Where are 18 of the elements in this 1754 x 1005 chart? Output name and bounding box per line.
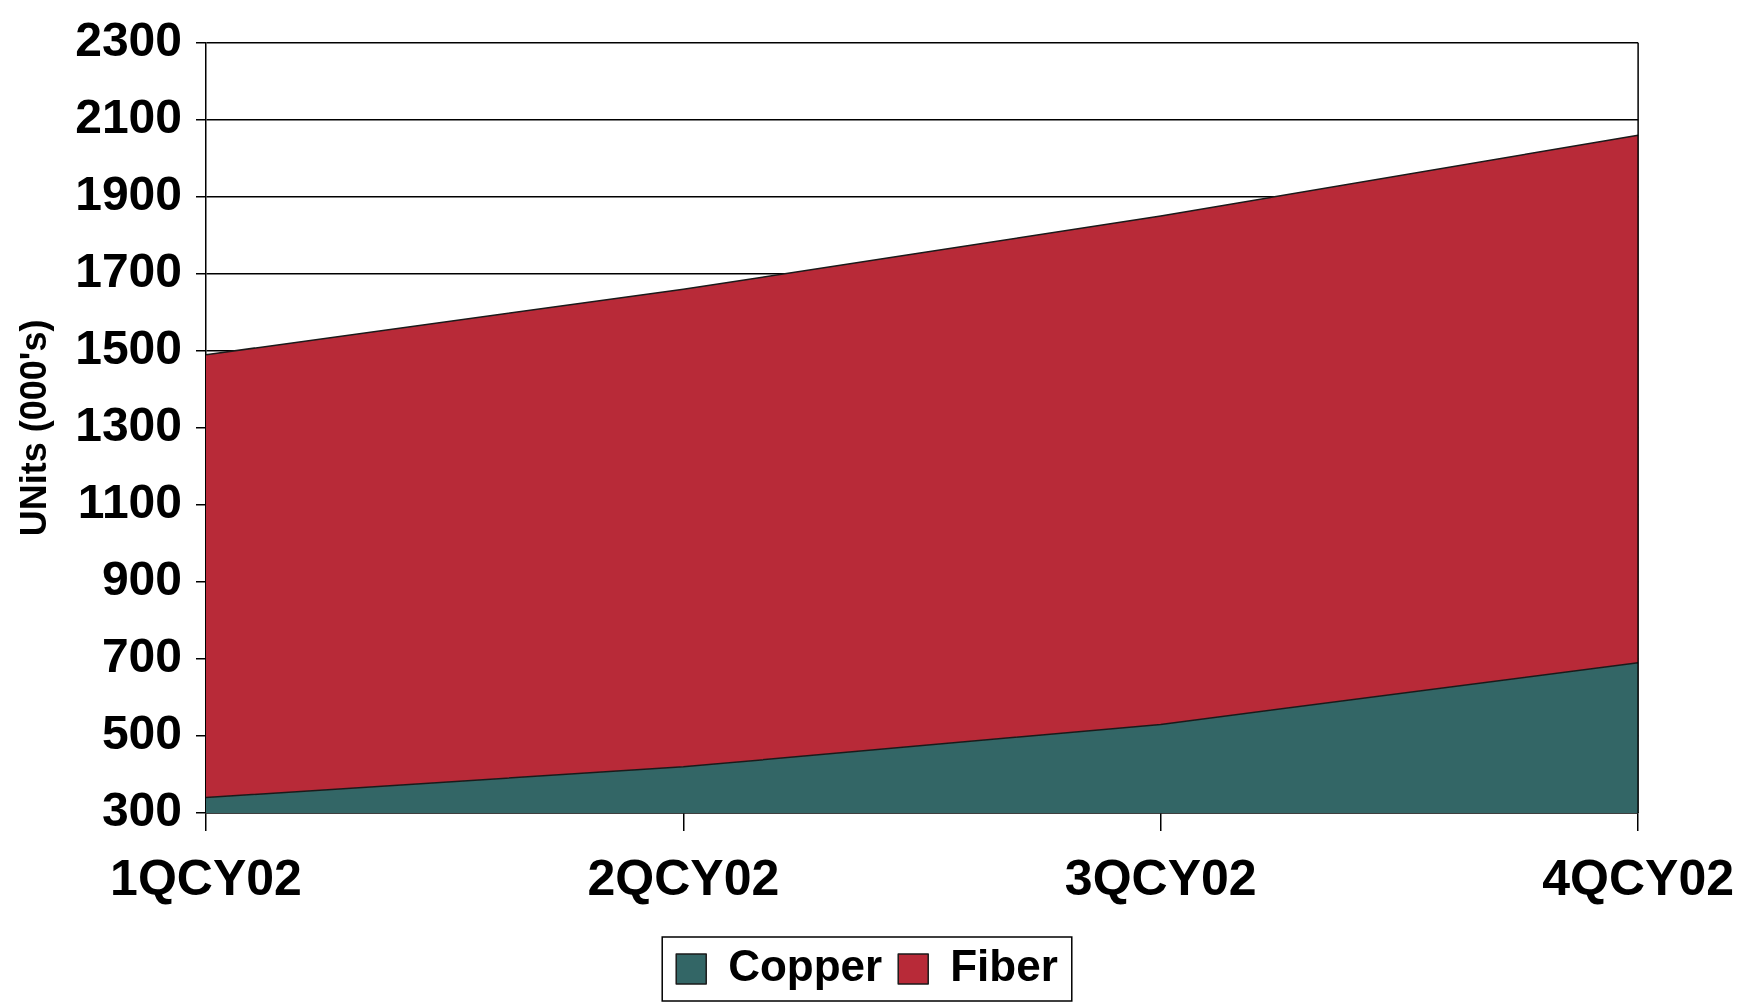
x-tick-label: 2QCY02	[587, 849, 780, 906]
y-tick-label: 900	[101, 552, 182, 606]
y-tick-label: 1500	[75, 321, 182, 375]
legend-label: Copper	[728, 941, 883, 991]
y-tick-label: 700	[101, 629, 182, 683]
y-tick-label: 1100	[77, 475, 182, 529]
x-tick-label: 1QCY02	[110, 849, 302, 906]
y-tick-label: 2100	[75, 90, 182, 144]
y-axis-title: UNits (000's)	[12, 319, 54, 537]
y-tick-label: 1900	[75, 167, 182, 221]
legend-label: Fiber	[950, 941, 1058, 991]
y-tick-label: 500	[101, 706, 182, 760]
y-tick-label: 2300	[75, 13, 182, 67]
y-tick-label: 1300	[75, 398, 182, 452]
x-tick-label: 4QCY02	[1542, 849, 1734, 906]
y-tick-label: 300	[101, 783, 182, 837]
y-tick-label: 1700	[75, 244, 182, 298]
x-tick-label: 3QCY02	[1064, 849, 1257, 906]
